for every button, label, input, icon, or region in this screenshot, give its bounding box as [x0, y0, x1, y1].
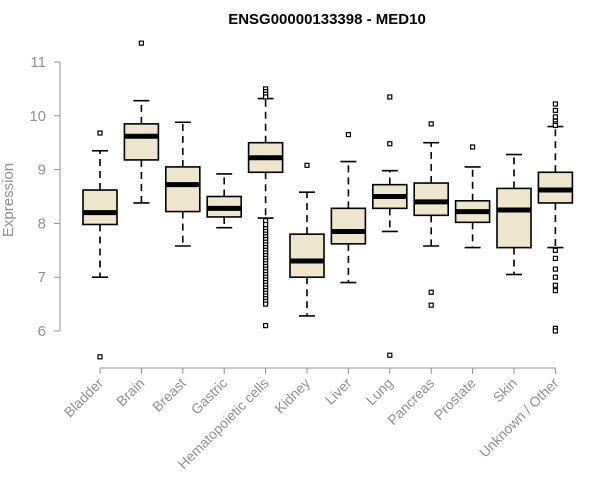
outlier-point [552, 247, 559, 253]
outlier-point [387, 94, 393, 100]
box-prostate [454, 144, 491, 249]
box-bladder [82, 130, 118, 360]
x-tick-label: Liver [322, 375, 355, 408]
outlier-point [263, 94, 269, 100]
box-liver [330, 132, 367, 284]
iqr-box [123, 123, 160, 161]
box-skin [496, 153, 532, 276]
outlier-point [263, 323, 269, 329]
outlier-point [387, 352, 393, 358]
plot-area [82, 40, 574, 360]
outlier-point [552, 282, 559, 288]
outlier-point [552, 107, 559, 114]
outlier-point [552, 274, 559, 280]
outlier-point [552, 255, 559, 261]
outlier-point [304, 162, 310, 168]
outlier-point [552, 101, 559, 107]
y-tick-label: 6 [38, 323, 46, 340]
outlier-point [552, 114, 559, 120]
outlier-point [97, 130, 103, 136]
box-lung [371, 94, 408, 358]
outlier-point [428, 121, 434, 127]
outlier-point [97, 354, 103, 360]
box-gastric [206, 173, 242, 229]
box-breast [165, 121, 201, 247]
box-kidney [289, 162, 325, 317]
box-brain [123, 40, 160, 204]
iqr-box [496, 187, 532, 249]
outlier-point [552, 328, 559, 334]
box-pancreas [413, 121, 450, 308]
y-tick-label: 11 [30, 54, 46, 71]
outlier-point [552, 288, 559, 294]
x-tick-label: Bladder [61, 375, 107, 421]
outlier-point [470, 144, 476, 150]
x-tick-label: Breast [149, 375, 189, 415]
y-tick-label: 8 [38, 215, 46, 232]
x-tick-label: Unknown / Other [476, 375, 562, 461]
outlier-point [263, 301, 269, 307]
chart-title: ENSG00000133398 - MED10 [228, 11, 426, 28]
box-hematopoietic-cells [247, 86, 284, 329]
iqr-box [413, 182, 450, 217]
x-tick-label: Lung [363, 375, 396, 408]
outlier-point [263, 221, 269, 228]
iqr-box [82, 189, 118, 226]
y-tick-label: 9 [38, 162, 46, 179]
x-tick-label: Brain [113, 375, 147, 409]
outlier-point [428, 302, 434, 308]
iqr-box [165, 166, 201, 213]
y-tick-label: 10 [29, 108, 46, 125]
outlier-point [138, 40, 144, 46]
iqr-box [330, 207, 367, 245]
outlier-point [552, 266, 559, 272]
box-unknown-other [537, 101, 574, 334]
y-axis: 6 7 8 9 10 11 [29, 54, 61, 340]
y-tick-label: 7 [38, 269, 46, 286]
y-axis-label: Expression [0, 163, 17, 237]
outlier-point [428, 289, 434, 295]
iqr-box [289, 233, 325, 279]
x-tick-label: Skin [490, 375, 521, 406]
outlier-point [552, 122, 559, 129]
outlier-point [387, 141, 393, 147]
x-tick-label: Prostate [431, 375, 479, 423]
x-tick-label: Kidney [272, 375, 314, 417]
outlier-point [345, 132, 351, 138]
